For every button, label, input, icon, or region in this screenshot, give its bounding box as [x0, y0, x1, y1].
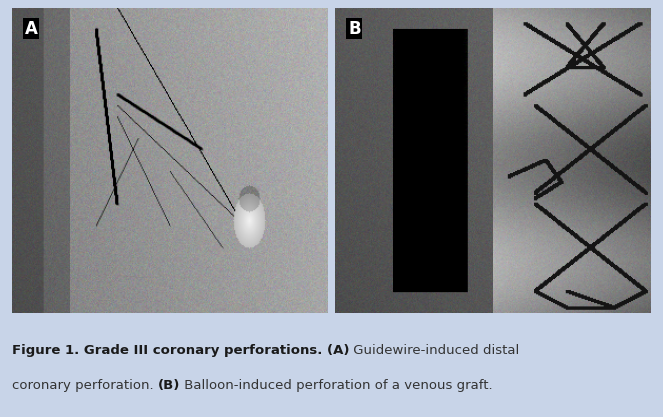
Text: Guidewire-induced distal: Guidewire-induced distal: [349, 344, 520, 357]
Text: Figure 1. Grade III coronary perforations. (A): Figure 1. Grade III coronary perforation…: [12, 344, 349, 357]
Text: Balloon-induced perforation of a venous graft.: Balloon-induced perforation of a venous …: [180, 379, 493, 392]
Text: (B): (B): [158, 379, 180, 392]
Text: A: A: [25, 20, 37, 38]
Text: B: B: [348, 20, 361, 38]
Text: coronary perforation.: coronary perforation.: [12, 379, 158, 392]
